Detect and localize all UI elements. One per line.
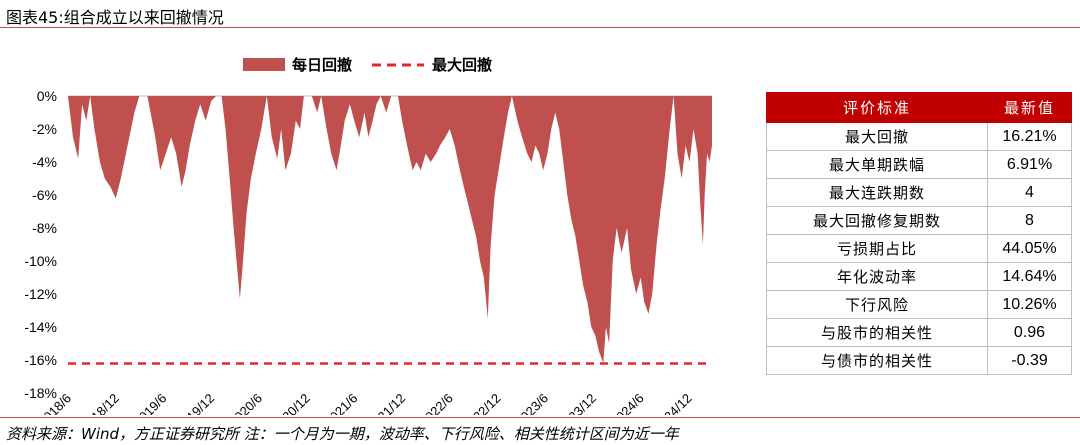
x-tick-label: 2023/12: [555, 391, 599, 415]
x-tick-label: 2021/12: [364, 391, 408, 415]
bottom-rule: [0, 417, 1080, 418]
x-tick-label: 2022/6: [417, 391, 456, 415]
y-tick-label: -4%: [32, 154, 57, 170]
row-value: 16.21%: [987, 122, 1072, 151]
x-tick-label: 2022/12: [460, 391, 504, 415]
x-tick-label: 2018/12: [78, 391, 122, 415]
row-value: 8: [987, 206, 1072, 235]
row-label: 下行风险: [766, 290, 988, 319]
figure-title: 图表45:组合成立以来回撤情况: [6, 8, 224, 27]
title-rule: [0, 27, 1080, 28]
x-tick-label: 2019/12: [173, 391, 217, 415]
table-row: 亏损期占比 44.05%: [766, 234, 1072, 263]
table-row: 最大回撤修复期数 8: [766, 206, 1072, 235]
y-tick-label: -12%: [24, 286, 57, 302]
y-tick-label: -14%: [24, 319, 57, 335]
x-tick-label: 2023/6: [512, 391, 551, 415]
x-tick-label: 2019/6: [131, 391, 170, 415]
row-label: 最大连跌期数: [766, 178, 988, 207]
x-tick-label: 2021/6: [322, 391, 361, 415]
row-value: 0.96: [987, 318, 1072, 347]
row-label: 年化波动率: [766, 262, 988, 291]
table-row: 与股市的相关性 0.96: [766, 318, 1072, 347]
y-tick-label: -18%: [24, 385, 57, 401]
daily-drawdown-area: [68, 96, 712, 364]
x-tick-label: 2024/6: [608, 391, 647, 415]
y-axis: 0% -2% -4% -6% -8% -10% -12% -14% -16% -18%: [24, 88, 57, 401]
y-tick-label: -6%: [32, 187, 57, 203]
x-tick-label: 2024/12: [651, 391, 695, 415]
x-axis: 2018/6 2018/12 2019/6 2019/12 2020/6 2020/12 2…: [35, 391, 694, 415]
row-label: 最大回撤修复期数: [766, 206, 988, 235]
row-value: 4: [987, 178, 1072, 207]
y-tick-label: 0%: [37, 88, 57, 104]
y-tick-label: -8%: [32, 220, 57, 236]
y-tick-label: -16%: [24, 352, 57, 368]
table-row: 与债市的相关性 -0.39: [766, 346, 1072, 375]
row-label: 最大回撤: [766, 122, 988, 151]
table-row: 下行风险 10.26%: [766, 290, 1072, 319]
y-tick-label: -2%: [32, 121, 57, 137]
chart-legend: 每日回撤 最大回撤: [243, 56, 492, 74]
legend-label-daily-drawdown: 每日回撤: [292, 56, 352, 74]
x-tick-label: 2020/12: [269, 391, 313, 415]
drawdown-chart: 每日回撤 最大回撤 0% -2% -4% -6% -8% -10% -12% -14% -16%…: [24, 56, 712, 415]
row-label: 亏损期占比: [766, 234, 988, 263]
legend-label-max-drawdown: 最大回撤: [432, 56, 492, 74]
row-value: 10.26%: [987, 290, 1072, 319]
header-latest-value: 最新值: [987, 92, 1072, 123]
row-value: 6.91%: [987, 150, 1072, 179]
y-tick-label: -10%: [24, 253, 57, 269]
row-value: 44.05%: [987, 234, 1072, 263]
legend-area-swatch: [243, 58, 285, 71]
source-note: 资料来源：Wind，方正证券研究所 注：一个月为一期，波动率、下行风险、相关性统…: [6, 425, 679, 443]
table-row: 最大连跌期数 4: [766, 178, 1072, 207]
table-row: 年化波动率 14.64%: [766, 262, 1072, 291]
x-tick-label: 2020/6: [226, 391, 265, 415]
row-label: 与债市的相关性: [766, 346, 988, 375]
stats-table: 评价标准 最新值 最大回撤 16.21% 最大单期跌幅 6.91% 最大连跌期数 4 …: [766, 92, 1072, 375]
row-label: 最大单期跌幅: [766, 150, 988, 179]
table-row: 最大单期跌幅 6.91%: [766, 150, 1072, 179]
header-criteria: 评价标准: [766, 92, 988, 123]
row-value: -0.39: [987, 346, 1072, 375]
table-row: 最大回撤 16.21%: [766, 122, 1072, 151]
row-label: 与股市的相关性: [766, 318, 988, 347]
row-value: 14.64%: [987, 262, 1072, 291]
table-header-row: 评价标准 最新值: [766, 92, 1072, 123]
